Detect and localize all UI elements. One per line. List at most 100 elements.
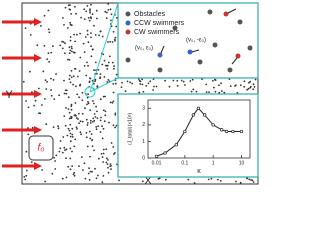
obstacle-dot [105, 148, 108, 151]
obstacle-dot [236, 92, 239, 94]
obstacle-dot [106, 68, 109, 70]
obstacle-dot [118, 179, 120, 182]
obstacle-dot [79, 56, 82, 59]
obstacle-dot [101, 137, 104, 140]
obstacle-dot [172, 79, 175, 82]
obstacle-dot [191, 78, 194, 81]
obstacle-dot [69, 39, 72, 42]
legend-label: CW swimmers [134, 29, 180, 36]
inset-obstacles [125, 9, 253, 73]
obstacle-dot [67, 165, 70, 168]
obstacle-dot [115, 82, 117, 85]
obstacle-dot [103, 76, 106, 78]
obstacle-dot [80, 156, 83, 159]
obstacle-dot [69, 140, 72, 143]
legend-ccw [125, 20, 131, 26]
obstacle-dot [111, 61, 114, 64]
obstacle-dot [115, 25, 118, 28]
obstacle-dot [75, 12, 77, 15]
obstacle-dot [81, 112, 84, 115]
obstacle-dot [59, 147, 62, 150]
obstacle-dot [90, 36, 92, 39]
obstacle-dot [71, 136, 74, 138]
obstacle-dot [61, 40, 63, 43]
obstacle-dot [152, 78, 155, 80]
y-tick-label: 0 [142, 155, 145, 161]
obstacle-dot [218, 91, 221, 94]
obstacle-dot [67, 27, 69, 29]
obstacle-dot [86, 61, 88, 64]
obstacle-dot [89, 137, 92, 140]
obstacle-dot [251, 179, 254, 182]
x-axis-label: X [144, 175, 152, 187]
obstacle-dot [67, 127, 70, 130]
obstacle-dot [106, 81, 109, 83]
obstacle-dot [180, 79, 183, 82]
obstacle-dot [131, 82, 134, 85]
obstacle-dot [105, 161, 108, 164]
obstacle-dot [94, 34, 97, 36]
obstacle-dot [75, 126, 78, 129]
obstacle-dot [25, 150, 28, 153]
obstacle-dot [114, 112, 117, 115]
obstacle-dot [153, 85, 155, 88]
obstacle-dot [68, 111, 71, 114]
obstacle-dot [69, 49, 72, 52]
obstacle-dot [90, 32, 92, 34]
y-axis-label: Y [5, 89, 13, 101]
obstacle-dot [31, 126, 34, 129]
obstacle-dot [89, 119, 92, 122]
obstacle-dot [107, 159, 109, 161]
obstacle-dot [213, 86, 215, 89]
obstacle-dot [23, 176, 26, 178]
obstacle-dot [246, 88, 249, 91]
obstacle-dot [102, 175, 105, 177]
obstacle-dot [62, 41, 65, 43]
obstacle-dot [72, 173, 75, 176]
obstacle-dot [68, 129, 71, 132]
obstacle-dot [90, 17, 92, 20]
obstacle-dot [94, 78, 97, 81]
obstacle-dot [210, 177, 213, 180]
obstacle-dot [229, 85, 232, 87]
obstacle-dot [47, 9, 50, 12]
obstacle-dot [27, 127, 29, 129]
obstacle-dot [108, 121, 110, 124]
force-arrow-head [34, 54, 42, 62]
obstacle-dot [69, 157, 72, 160]
obstacle-dot [87, 101, 89, 103]
obstacle-dot [86, 124, 89, 126]
obstacle-dot [52, 79, 55, 81]
obstacle-dot [93, 82, 95, 85]
obstacle-dot [101, 181, 104, 184]
obstacle-dot [252, 88, 255, 91]
obstacle-dot [101, 125, 103, 128]
obstacle-dot [65, 89, 68, 92]
obstacle-dot [44, 98, 46, 100]
obstacle-dot [69, 135, 72, 138]
obstacle-dot [208, 91, 210, 93]
obstacle-dot [41, 104, 43, 106]
obstacle-dot [74, 68, 77, 70]
obstacle-dot [189, 80, 192, 82]
obstacle-dot [110, 165, 112, 167]
obstacle-dot [87, 172, 90, 175]
obstacle-dot [64, 124, 67, 127]
obstacle-dot [252, 83, 255, 86]
obstacle-dot [88, 178, 91, 181]
obstacle-dot [74, 5, 76, 8]
inset-box [117, 2, 259, 79]
obstacle-dot [25, 100, 27, 102]
obstacle-dot [187, 178, 190, 181]
obstacle-dot [69, 4, 71, 6]
obstacle-field [22, 3, 257, 184]
obstacle-dot [87, 102, 90, 105]
obstacle-dot [99, 119, 102, 122]
obstacle-dot [70, 76, 73, 79]
obstacle-dot [99, 131, 102, 133]
obstacle-dot [114, 39, 116, 42]
obstacle-dot [88, 19, 91, 22]
obstacle-dot [71, 47, 73, 50]
data-point [196, 106, 201, 110]
obstacle-dot [75, 115, 77, 117]
